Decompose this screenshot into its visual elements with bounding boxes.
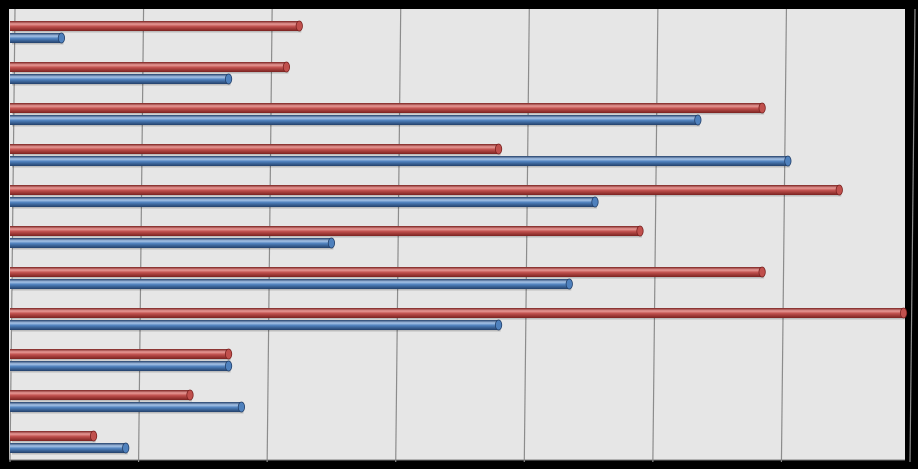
bar-series1-cat7	[10, 266, 766, 279]
bar-series1-cat10	[10, 389, 194, 402]
bar-series1-cat8	[10, 307, 908, 320]
gridline	[780, 8, 788, 463]
bar-series2-cat9	[10, 360, 233, 373]
bar-series2-cat3	[10, 114, 702, 127]
bar-series2-cat11	[10, 442, 130, 455]
gridline	[909, 8, 916, 463]
bar-series2-cat2	[10, 73, 233, 86]
bar-series2-cat1	[10, 32, 66, 45]
bar-series2-cat5	[10, 196, 599, 209]
bar-series1-cat3	[10, 102, 766, 115]
bar-series2-cat6	[10, 237, 336, 250]
bar-series1-cat4	[10, 143, 503, 156]
bar-series1-cat2	[10, 61, 291, 74]
bar-series2-cat4	[10, 155, 792, 168]
bar-series2-cat10	[10, 401, 246, 414]
bar-series1-cat5	[10, 184, 843, 197]
bar-series2-cat8	[10, 319, 503, 332]
bar-series1-cat11	[10, 430, 98, 443]
bar-series1-cat6	[10, 225, 644, 238]
bar-series2-cat7	[10, 278, 573, 291]
bar-series1-cat1	[10, 20, 303, 33]
bar-series1-cat9	[10, 348, 233, 361]
gridline	[652, 8, 659, 463]
